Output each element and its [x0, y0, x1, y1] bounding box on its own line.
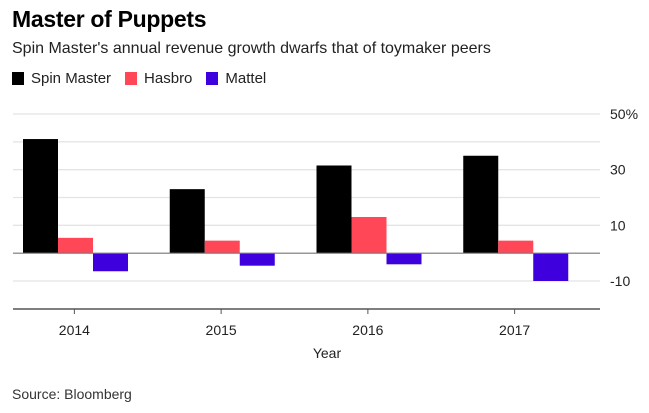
x-tick-label: 2014 — [59, 322, 90, 338]
bar-hasbro-2015 — [204, 240, 240, 254]
bar-hasbro-2016 — [351, 216, 387, 254]
x-tick-label: 2015 — [206, 322, 237, 338]
legend-item-hasbro: Hasbro — [125, 70, 192, 87]
bar-spin-master-2017 — [463, 155, 499, 254]
y-tick-label: -10 — [610, 273, 630, 289]
legend-item-mattel: Mattel — [206, 70, 266, 87]
legend-swatch — [125, 72, 138, 85]
bar-mattel-2017 — [533, 253, 569, 281]
bar-mattel-2014 — [93, 253, 128, 272]
legend-swatch — [206, 72, 219, 85]
bar-hasbro-2014 — [58, 237, 93, 254]
legend-label: Mattel — [225, 70, 267, 87]
bar-mattel-2015 — [239, 253, 275, 266]
legend-label: Hasbro — [144, 70, 193, 87]
x-tick-label: 2017 — [499, 322, 530, 338]
x-axis-label: Year — [313, 345, 342, 361]
chart-subtitle: Spin Master's annual revenue growth dwar… — [12, 40, 491, 57]
bar-spin-master-2014 — [23, 139, 58, 254]
y-tick-label: 30 — [610, 162, 626, 178]
legend-label: Spin Master — [31, 70, 112, 87]
x-tick-label: 2016 — [352, 322, 383, 338]
source-note: Source: Bloomberg — [12, 386, 132, 402]
bar-mattel-2016 — [386, 253, 422, 265]
bar-spin-master-2015 — [169, 189, 205, 254]
y-tick-label: 50% — [610, 106, 638, 122]
legend-swatch — [12, 72, 24, 85]
legend: Spin Master Hasbro Mattel — [12, 70, 280, 87]
y-tick-label: 10 — [610, 217, 626, 233]
bar-hasbro-2017 — [498, 240, 534, 254]
chart-title: Master of Puppets — [12, 6, 207, 32]
legend-item-spin-master: Spin Master — [12, 70, 111, 87]
bar-spin-master-2016 — [316, 165, 352, 254]
